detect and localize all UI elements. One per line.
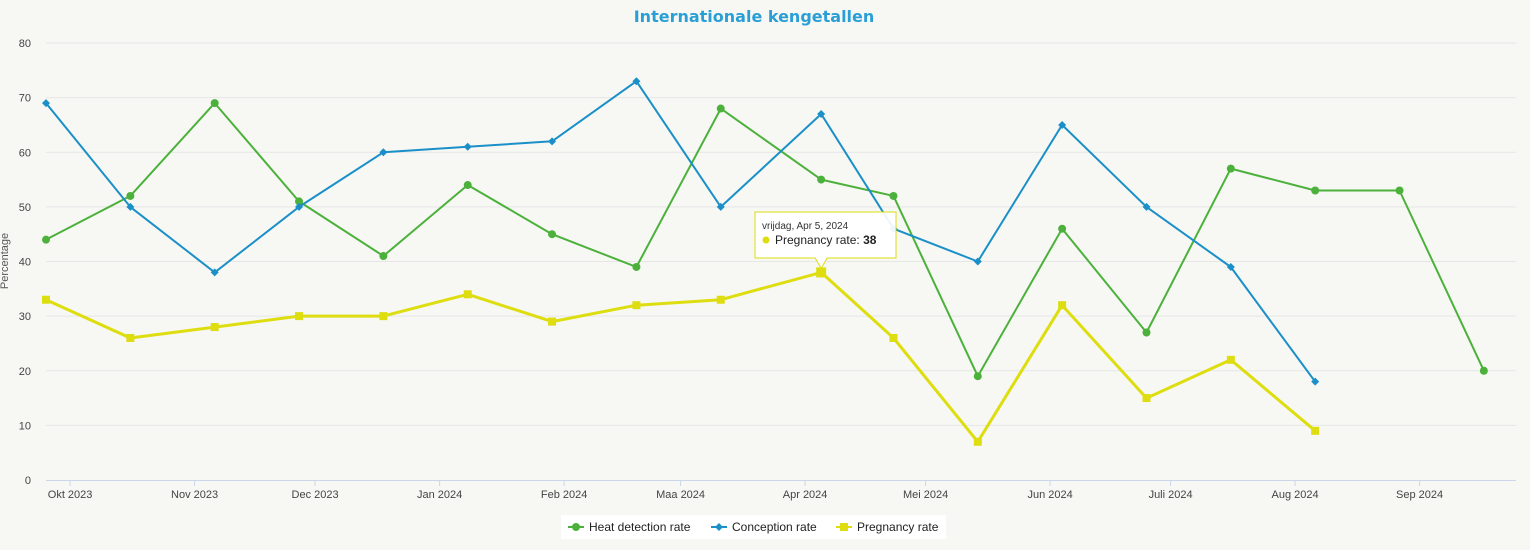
- data-point: [1142, 328, 1151, 337]
- data-point: [1226, 164, 1235, 173]
- x-tick-label: Mei 2024: [903, 489, 948, 501]
- y-tick-label: 80: [19, 38, 31, 50]
- data-point: [210, 323, 219, 332]
- data-point: [817, 175, 826, 184]
- data-point: [1311, 186, 1320, 195]
- data-point: [1479, 366, 1488, 375]
- data-point: [1226, 262, 1235, 271]
- data-point: [463, 142, 472, 151]
- legend-marker: [840, 523, 848, 531]
- data-point: [295, 202, 304, 211]
- data-point: [1058, 120, 1067, 129]
- tooltip-value: 38: [863, 233, 877, 247]
- x-tick-label: Okt 2023: [48, 489, 93, 501]
- x-tick-label: Dec 2023: [292, 489, 339, 501]
- legend-item: Heat detection rate: [568, 520, 691, 534]
- data-point: [126, 202, 135, 211]
- y-tick-label: 0: [25, 475, 31, 487]
- y-tick-label: 40: [19, 257, 31, 269]
- data-point: [716, 295, 725, 304]
- legend-label: Pregnancy rate: [857, 520, 939, 534]
- data-point: [632, 262, 641, 271]
- legend-item: Conception rate: [711, 520, 817, 534]
- y-tick-label: 60: [19, 147, 31, 159]
- tooltip-box: [754, 211, 897, 270]
- data-point: [295, 312, 304, 321]
- data-point: [1058, 301, 1067, 310]
- data-point: [463, 290, 472, 299]
- data-point: [1226, 355, 1235, 364]
- series-layer: [42, 77, 1488, 446]
- legend-item: Pregnancy rate: [836, 520, 939, 534]
- data-point: [548, 230, 557, 239]
- legend: Heat detection rate Conception rate Pregna…: [561, 515, 946, 539]
- data-point: [973, 372, 982, 381]
- series-line: [45, 80, 1317, 383]
- data-point: [42, 295, 50, 304]
- chart-title: Internationale kengetallen: [634, 7, 875, 26]
- y-tick-label: 20: [19, 366, 31, 378]
- data-point: [1395, 186, 1404, 195]
- y-axis-label: Percentage: [0, 233, 11, 289]
- data-point: [716, 104, 725, 113]
- data-point: [889, 191, 898, 200]
- data-point: [548, 137, 557, 146]
- legend-label: Conception rate: [732, 520, 817, 534]
- data-point: [42, 99, 50, 108]
- series-heat-detection-rate: [42, 99, 1488, 381]
- data-point: [889, 333, 898, 342]
- x-tick-label: Juli 2024: [1149, 489, 1193, 501]
- y-tick-label: 50: [19, 202, 31, 214]
- x-tick-label: Apr 2024: [783, 489, 828, 501]
- data-point: [817, 110, 826, 119]
- data-point: [1058, 224, 1067, 233]
- data-point: [716, 202, 725, 211]
- series-line: [45, 102, 1485, 378]
- x-tick-label: Aug 2024: [1272, 489, 1319, 501]
- legend-marker: [572, 523, 580, 531]
- data-point: [632, 77, 641, 86]
- data-point: [632, 301, 641, 310]
- data-point: [1311, 426, 1320, 435]
- x-tick-label: Nov 2023: [171, 489, 218, 501]
- y-tick-label: 70: [19, 93, 31, 105]
- x-axis: Okt 2023 Nov 2023 Dec 2023 Jan 2024 Feb 2024…: [46, 480, 1516, 501]
- y-tick-label: 30: [19, 311, 31, 323]
- tooltip-date: vrijdag, Apr 5, 2024: [762, 221, 849, 232]
- tooltip-dot: [762, 236, 770, 244]
- data-point: [379, 148, 388, 157]
- data-point: [210, 99, 219, 108]
- series-pregnancy-rate: [42, 267, 1320, 446]
- data-point: [295, 197, 304, 206]
- x-tick-label: Feb 2024: [541, 489, 587, 501]
- data-point: [126, 191, 135, 200]
- series-conception-rate: [42, 77, 1320, 386]
- data-point: [1142, 202, 1151, 211]
- data-point: [379, 252, 388, 261]
- data-point: [973, 257, 982, 266]
- data-point: [548, 317, 557, 326]
- data-point: [126, 333, 135, 342]
- data-point: [973, 437, 982, 446]
- data-point: [463, 181, 472, 190]
- legend-marker: [715, 523, 723, 531]
- y-tick-label: 10: [19, 420, 31, 432]
- x-tick-label: Jun 2024: [1027, 489, 1072, 501]
- legend-box: [561, 515, 946, 539]
- data-point: [42, 235, 50, 244]
- y-axis: 0 10 20 30 40 50 60 70 80: [19, 38, 31, 487]
- tooltip-label: Pregnancy rate: 38: [775, 233, 877, 247]
- legend-label: Heat detection rate: [589, 520, 691, 534]
- data-point: [1311, 377, 1320, 386]
- data-point: [1142, 394, 1151, 403]
- series-line: [45, 270, 1317, 444]
- data-point: [210, 268, 219, 277]
- data-point: [379, 312, 388, 321]
- data-point: [816, 267, 827, 278]
- x-tick-label: Jan 2024: [417, 489, 462, 501]
- x-tick-label: Sep 2024: [1396, 489, 1443, 501]
- x-tick-label: Maa 2024: [656, 489, 705, 501]
